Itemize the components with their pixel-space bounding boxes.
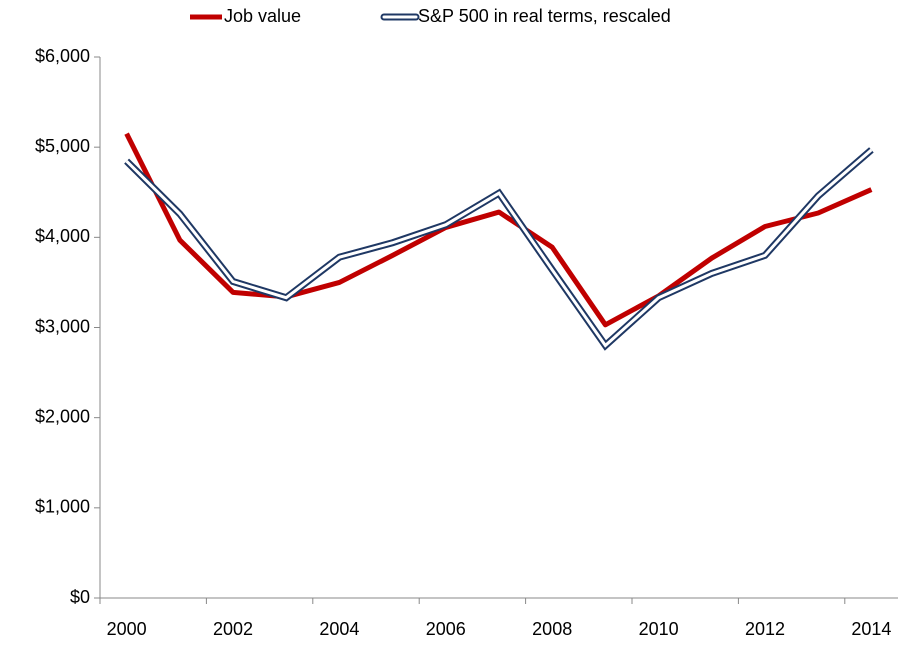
y-tick-label: $0	[70, 587, 90, 607]
series-line	[124, 132, 873, 328]
x-tick-label: 2014	[851, 619, 891, 639]
y-tick-label: $5,000	[35, 136, 90, 156]
x-tick-label: 2002	[213, 619, 253, 639]
x-tick-label: 2012	[745, 619, 785, 639]
y-tick-label: $3,000	[35, 316, 90, 336]
y-tick-label: $1,000	[35, 497, 90, 517]
series-line-inner	[125, 148, 873, 348]
y-tick-label: $4,000	[35, 226, 90, 246]
x-tick-label: 2008	[532, 619, 572, 639]
x-tick-label: 2006	[426, 619, 466, 639]
x-tick-label: 2000	[107, 619, 147, 639]
y-tick-label: $6,000	[35, 46, 90, 66]
series-line	[124, 147, 874, 351]
x-tick-label: 2004	[319, 619, 359, 639]
legend-label: Job value	[224, 6, 301, 26]
y-tick-label: $2,000	[35, 406, 90, 426]
x-tick-label: 2010	[639, 619, 679, 639]
legend-label: S&P 500 in real terms, rescaled	[418, 6, 671, 26]
